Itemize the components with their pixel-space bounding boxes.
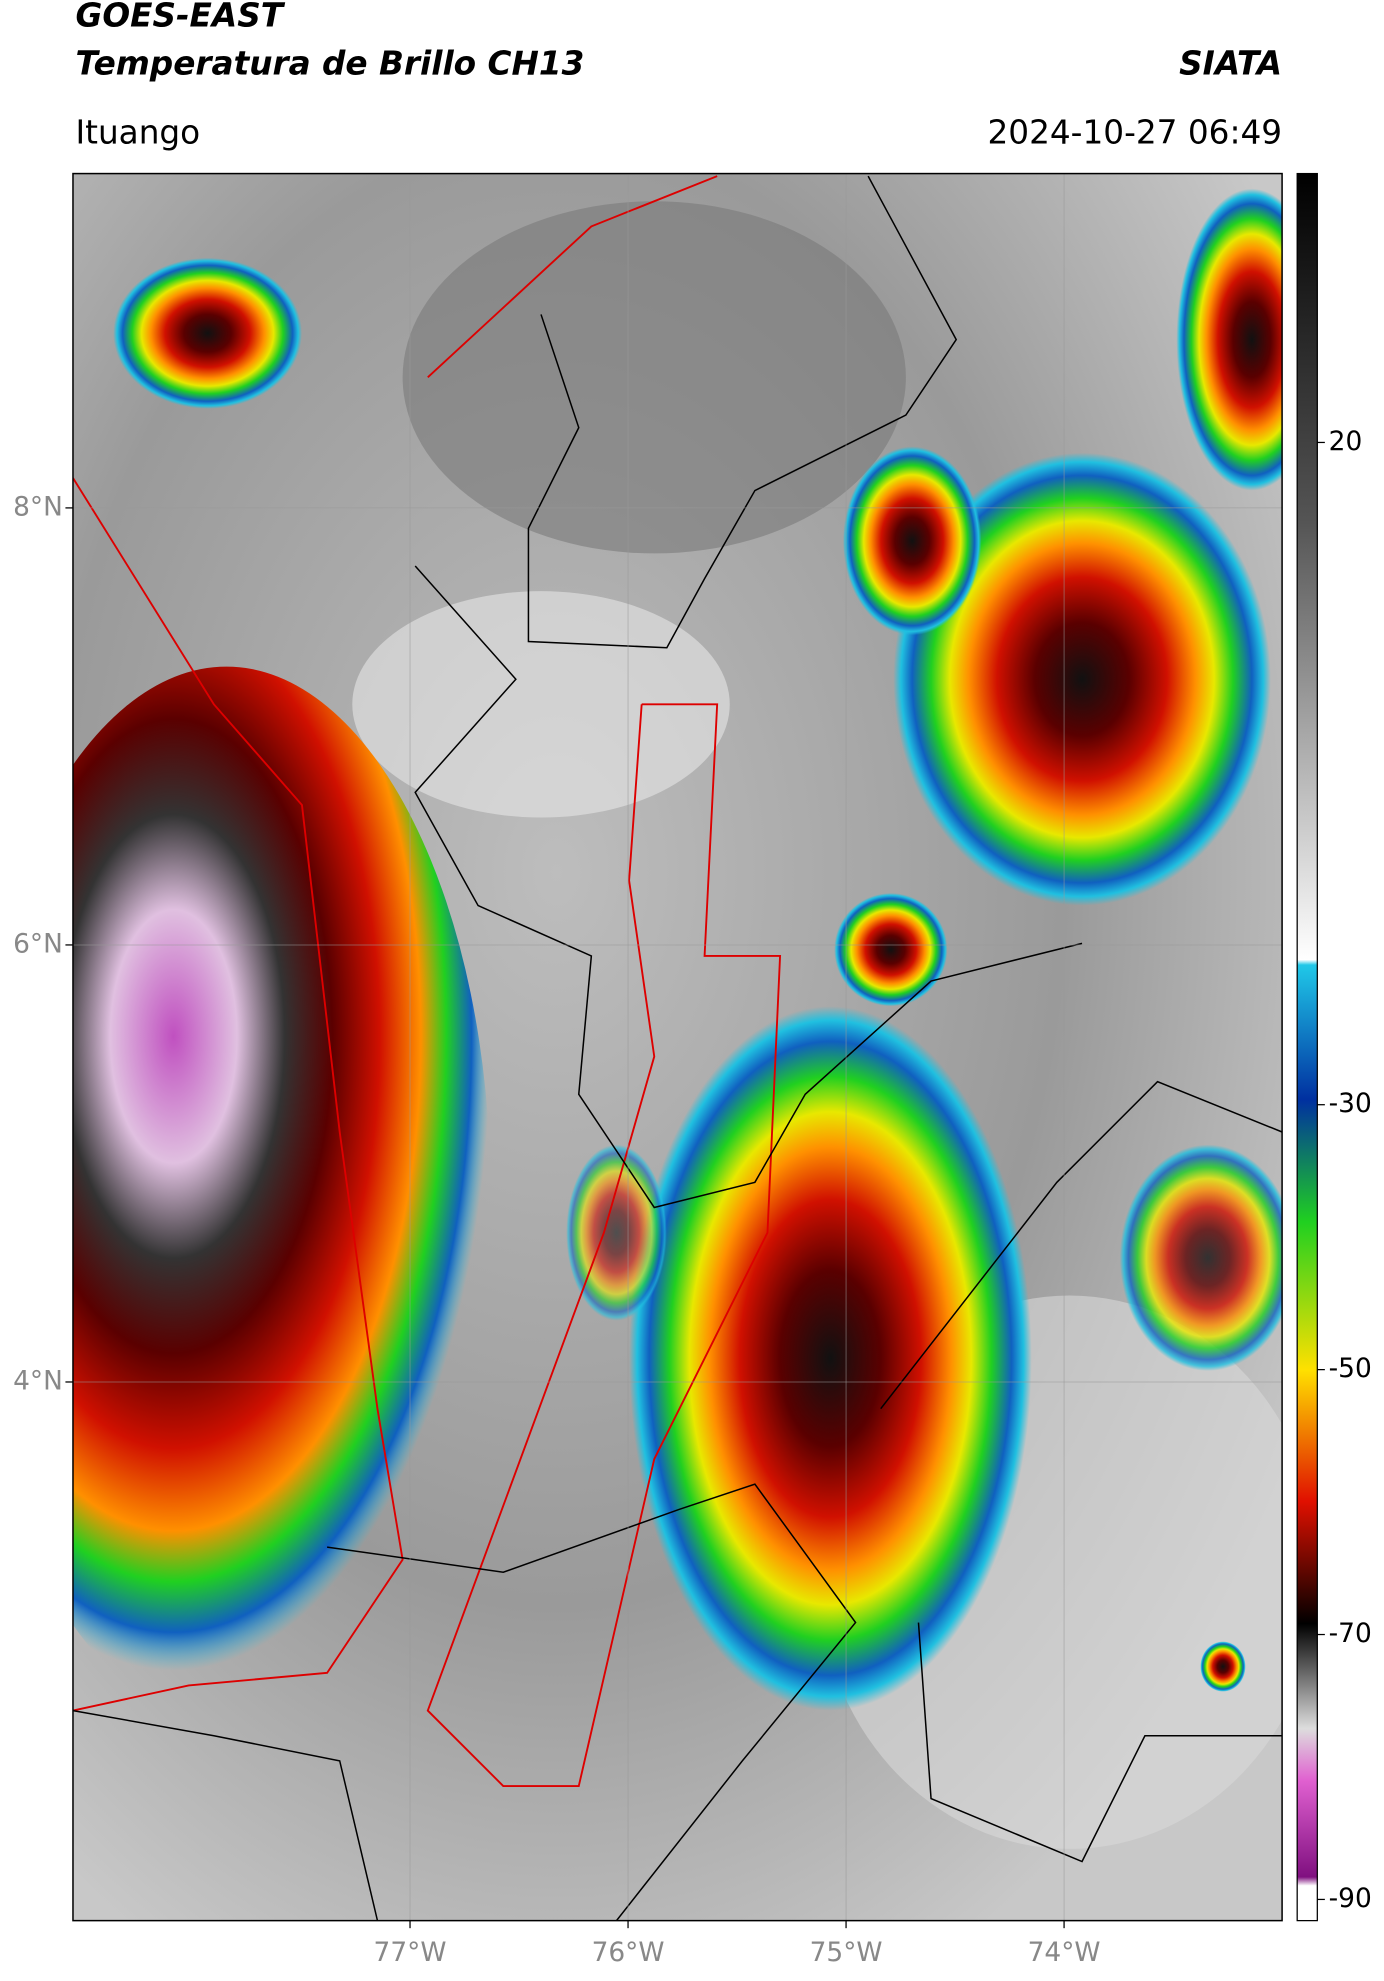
map-frame (72, 172, 1283, 1922)
colorbar-tick-label: -30 (1329, 1088, 1372, 1119)
source: SIATA (1179, 44, 1282, 82)
x-tick-label: 74°W (1028, 1937, 1101, 1968)
colorbar-tick-label: -50 (1329, 1353, 1372, 1384)
y-tick-label: 4°N (13, 1365, 63, 1396)
colorbar-tick-label: 20 (1329, 426, 1363, 457)
subtitle: Temperatura de Brillo CH13 (75, 44, 584, 82)
datetime: 2024-10-27 06:49 (987, 114, 1282, 152)
colorbar-tick-label: -70 (1329, 1618, 1372, 1649)
title: GOES-EAST (75, 0, 285, 35)
grid (72, 173, 1283, 1921)
x-tick-label: 76°W (592, 1937, 665, 1968)
x-tick-label: 75°W (810, 1937, 883, 1968)
x-tick-label: 77°W (374, 1937, 447, 1968)
location: Ituango (75, 114, 200, 152)
y-tick-label: 6°N (13, 928, 63, 959)
map-image (72, 173, 1283, 1921)
y-tick-label: 8°N (13, 491, 63, 522)
colorbar-tick-label: -90 (1329, 1883, 1372, 1914)
colorbar (1296, 172, 1318, 1922)
